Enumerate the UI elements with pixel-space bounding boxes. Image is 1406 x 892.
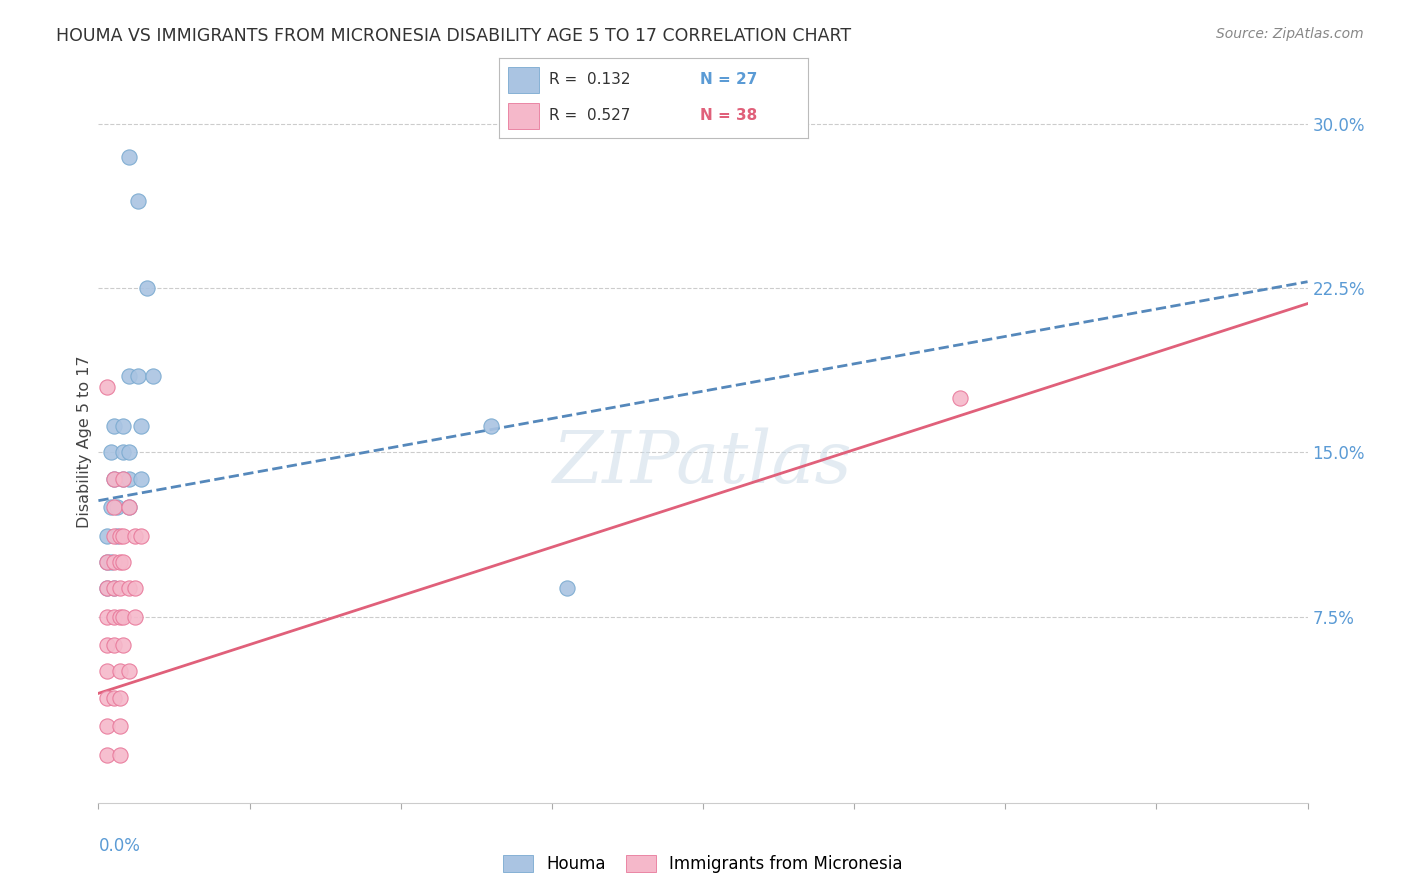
Point bbox=[129, 472, 152, 486]
Bar bbox=[509, 103, 540, 128]
Point bbox=[118, 500, 141, 515]
Point bbox=[111, 419, 134, 434]
Point bbox=[111, 638, 134, 652]
Legend: Houma, Immigrants from Micronesia: Houma, Immigrants from Micronesia bbox=[495, 847, 911, 881]
Point bbox=[105, 529, 128, 543]
Point bbox=[108, 555, 131, 569]
Point bbox=[124, 529, 146, 543]
Point bbox=[96, 719, 118, 733]
Point bbox=[96, 555, 118, 569]
Point bbox=[111, 472, 134, 486]
Y-axis label: Disability Age 5 to 17: Disability Age 5 to 17 bbox=[77, 355, 91, 528]
Point bbox=[96, 581, 118, 595]
Point bbox=[127, 368, 149, 383]
Point bbox=[96, 638, 118, 652]
Point bbox=[111, 609, 134, 624]
Point bbox=[100, 555, 122, 569]
Text: ZIPatlas: ZIPatlas bbox=[553, 428, 853, 499]
Text: 0.0%: 0.0% bbox=[98, 838, 141, 855]
Point bbox=[96, 609, 118, 624]
Point bbox=[96, 380, 118, 394]
Point bbox=[118, 472, 141, 486]
Point bbox=[135, 281, 157, 295]
Point bbox=[118, 445, 141, 459]
Point bbox=[949, 391, 972, 405]
Point bbox=[103, 609, 125, 624]
Point bbox=[108, 609, 131, 624]
Point bbox=[142, 368, 165, 383]
Point bbox=[118, 150, 141, 164]
Point bbox=[127, 194, 149, 208]
Point bbox=[103, 472, 125, 486]
Point bbox=[103, 419, 125, 434]
Point bbox=[118, 500, 141, 515]
Point bbox=[103, 581, 125, 595]
Point bbox=[103, 690, 125, 705]
Point bbox=[118, 665, 141, 679]
Text: HOUMA VS IMMIGRANTS FROM MICRONESIA DISABILITY AGE 5 TO 17 CORRELATION CHART: HOUMA VS IMMIGRANTS FROM MICRONESIA DISA… bbox=[56, 27, 852, 45]
Point bbox=[111, 445, 134, 459]
Point bbox=[111, 529, 134, 543]
Point bbox=[96, 581, 118, 595]
Text: R =  0.132: R = 0.132 bbox=[548, 72, 630, 87]
Point bbox=[96, 529, 118, 543]
Point bbox=[108, 690, 131, 705]
Point bbox=[108, 529, 131, 543]
Text: N = 27: N = 27 bbox=[700, 72, 758, 87]
Point bbox=[103, 500, 125, 515]
Point bbox=[555, 581, 578, 595]
Point bbox=[100, 500, 122, 515]
Point bbox=[100, 445, 122, 459]
Point bbox=[103, 529, 125, 543]
Point bbox=[103, 555, 125, 569]
Point bbox=[129, 529, 152, 543]
Point bbox=[108, 581, 131, 595]
Point bbox=[96, 665, 118, 679]
Point bbox=[96, 747, 118, 762]
Point bbox=[124, 609, 146, 624]
Point bbox=[103, 638, 125, 652]
Point bbox=[103, 581, 125, 595]
Text: Source: ZipAtlas.com: Source: ZipAtlas.com bbox=[1216, 27, 1364, 41]
Point bbox=[118, 581, 141, 595]
Text: N = 38: N = 38 bbox=[700, 108, 758, 123]
Bar bbox=[509, 67, 540, 93]
Point bbox=[105, 500, 128, 515]
Point bbox=[111, 472, 134, 486]
Point bbox=[96, 690, 118, 705]
Point bbox=[118, 368, 141, 383]
Text: R =  0.527: R = 0.527 bbox=[548, 108, 630, 123]
Point bbox=[124, 581, 146, 595]
Point bbox=[108, 665, 131, 679]
Point bbox=[108, 719, 131, 733]
Point bbox=[129, 419, 152, 434]
Point bbox=[111, 555, 134, 569]
Point bbox=[481, 419, 503, 434]
Point bbox=[96, 555, 118, 569]
Point bbox=[103, 472, 125, 486]
Point bbox=[108, 747, 131, 762]
